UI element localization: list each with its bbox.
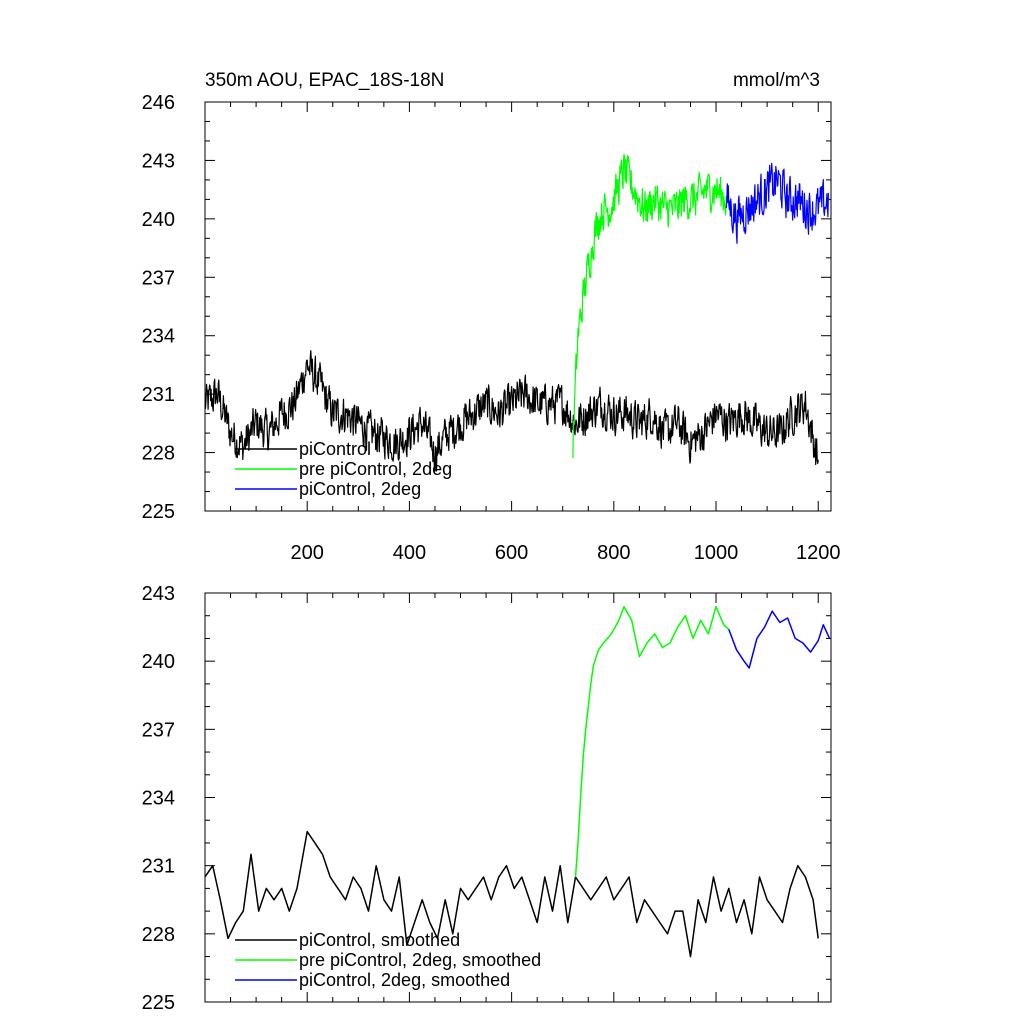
y-tick-label: 240 bbox=[142, 651, 175, 673]
series-line-1 bbox=[205, 350, 819, 472]
figure-units: mmol/m^3 bbox=[733, 70, 820, 91]
x-tick-label: 1200 bbox=[796, 542, 841, 564]
series-line-1 bbox=[205, 830, 819, 958]
y-tick-label: 228 bbox=[142, 443, 175, 465]
y-tick-label: 243 bbox=[142, 583, 175, 605]
x-tick-label: 600 bbox=[495, 542, 528, 564]
legend-label: piControl, 2deg, smoothed bbox=[299, 970, 510, 990]
x-tick-label: 1000 bbox=[694, 542, 739, 564]
x-tick-label: 400 bbox=[393, 542, 426, 564]
y-tick-label: 246 bbox=[142, 92, 175, 114]
y-tick-label: 234 bbox=[142, 326, 175, 348]
legend-label: piControl, smoothed bbox=[299, 930, 460, 950]
series-line-2 bbox=[572, 153, 727, 459]
x-tick-label: 800 bbox=[597, 542, 630, 564]
x-tick-label: 200 bbox=[291, 542, 324, 564]
y-tick-label: 225 bbox=[142, 992, 175, 1014]
y-tick-label: 225 bbox=[142, 501, 175, 523]
top-panel: 225 228 231 234 237 240 243 246 200 400 600 800 1000… bbox=[142, 92, 841, 564]
y-tick-label: 231 bbox=[142, 384, 175, 406]
series-line-2 bbox=[574, 605, 730, 878]
legend-label: pre piControl, 2deg, smoothed bbox=[299, 950, 541, 970]
y-tick-label: 243 bbox=[142, 150, 175, 172]
series-line-3 bbox=[728, 610, 831, 669]
y-tick-label: 237 bbox=[142, 719, 175, 741]
legend-label: piControl, 2deg bbox=[299, 479, 421, 499]
y-tick-label: 228 bbox=[142, 924, 175, 946]
y-tick-label: 237 bbox=[142, 267, 175, 289]
figure-title: 350m AOU, EPAC_18S-18N bbox=[205, 70, 444, 91]
legend-label: piControl bbox=[299, 439, 371, 459]
y-tick-label: 240 bbox=[142, 209, 175, 231]
series-line-3 bbox=[725, 162, 829, 244]
bottom-panel: 225 228 231 234 237 240 243 piControl, smoothed… bbox=[142, 583, 832, 1014]
y-tick-label: 231 bbox=[142, 856, 175, 878]
y-tick-label: 234 bbox=[142, 788, 175, 810]
plot-frame bbox=[204, 101, 832, 512]
legend-label: pre piControl, 2deg bbox=[299, 459, 452, 479]
